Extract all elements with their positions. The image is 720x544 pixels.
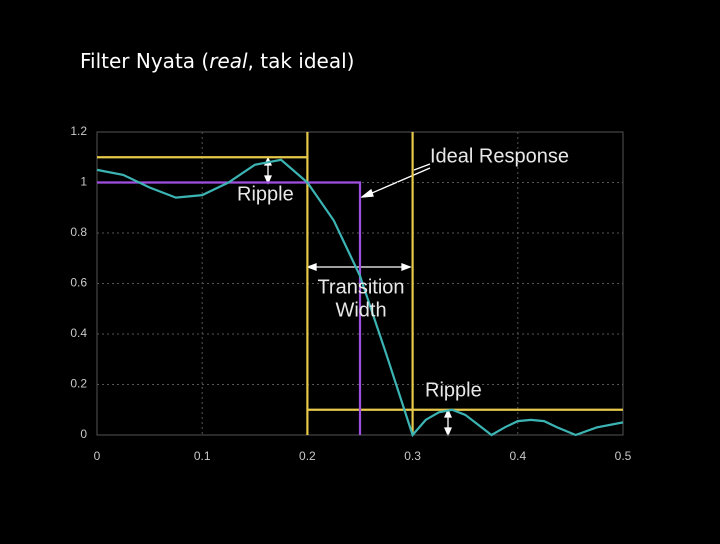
y-tick-label: 0.6 xyxy=(70,276,87,290)
arrow-head xyxy=(264,175,272,185)
series-line xyxy=(97,132,623,435)
y-tick-label: 0.4 xyxy=(70,326,87,340)
annotation: Transition xyxy=(317,276,404,298)
y-tick-label: 0.8 xyxy=(70,225,87,239)
x-tick-label: 0.5 xyxy=(615,449,632,463)
y-tick-label: 1.2 xyxy=(70,124,87,138)
x-tick-label: 0.2 xyxy=(299,449,316,463)
y-tick-label: 1 xyxy=(80,175,87,189)
x-tick-label: 0.3 xyxy=(404,449,421,463)
slide-title: Filter Nyata (real, tak ideal) xyxy=(80,49,354,73)
series-line xyxy=(96,158,624,438)
y-tick-label: 0.2 xyxy=(70,377,87,391)
arrow-head xyxy=(306,263,317,271)
title-part: Filter Nyata ( xyxy=(80,49,209,73)
annotation: Ripple xyxy=(425,379,482,401)
title-part: real xyxy=(209,49,248,73)
arrow-head xyxy=(401,263,412,271)
x-tick-label: 0.4 xyxy=(509,449,526,463)
series-line xyxy=(97,181,362,435)
title-part: , tak ideal) xyxy=(248,49,355,73)
annotation: Ripple xyxy=(237,183,294,205)
arrow xyxy=(413,163,431,171)
x-tick-label: 0 xyxy=(94,449,101,463)
annotation: Ideal Response xyxy=(430,145,569,167)
x-tick-label: 0.1 xyxy=(194,449,211,463)
y-tick-label: 0 xyxy=(80,427,87,441)
arrow-head xyxy=(359,188,374,198)
arrow-head xyxy=(444,408,452,418)
annotation: Width xyxy=(335,299,386,321)
arrow-head xyxy=(444,427,452,437)
